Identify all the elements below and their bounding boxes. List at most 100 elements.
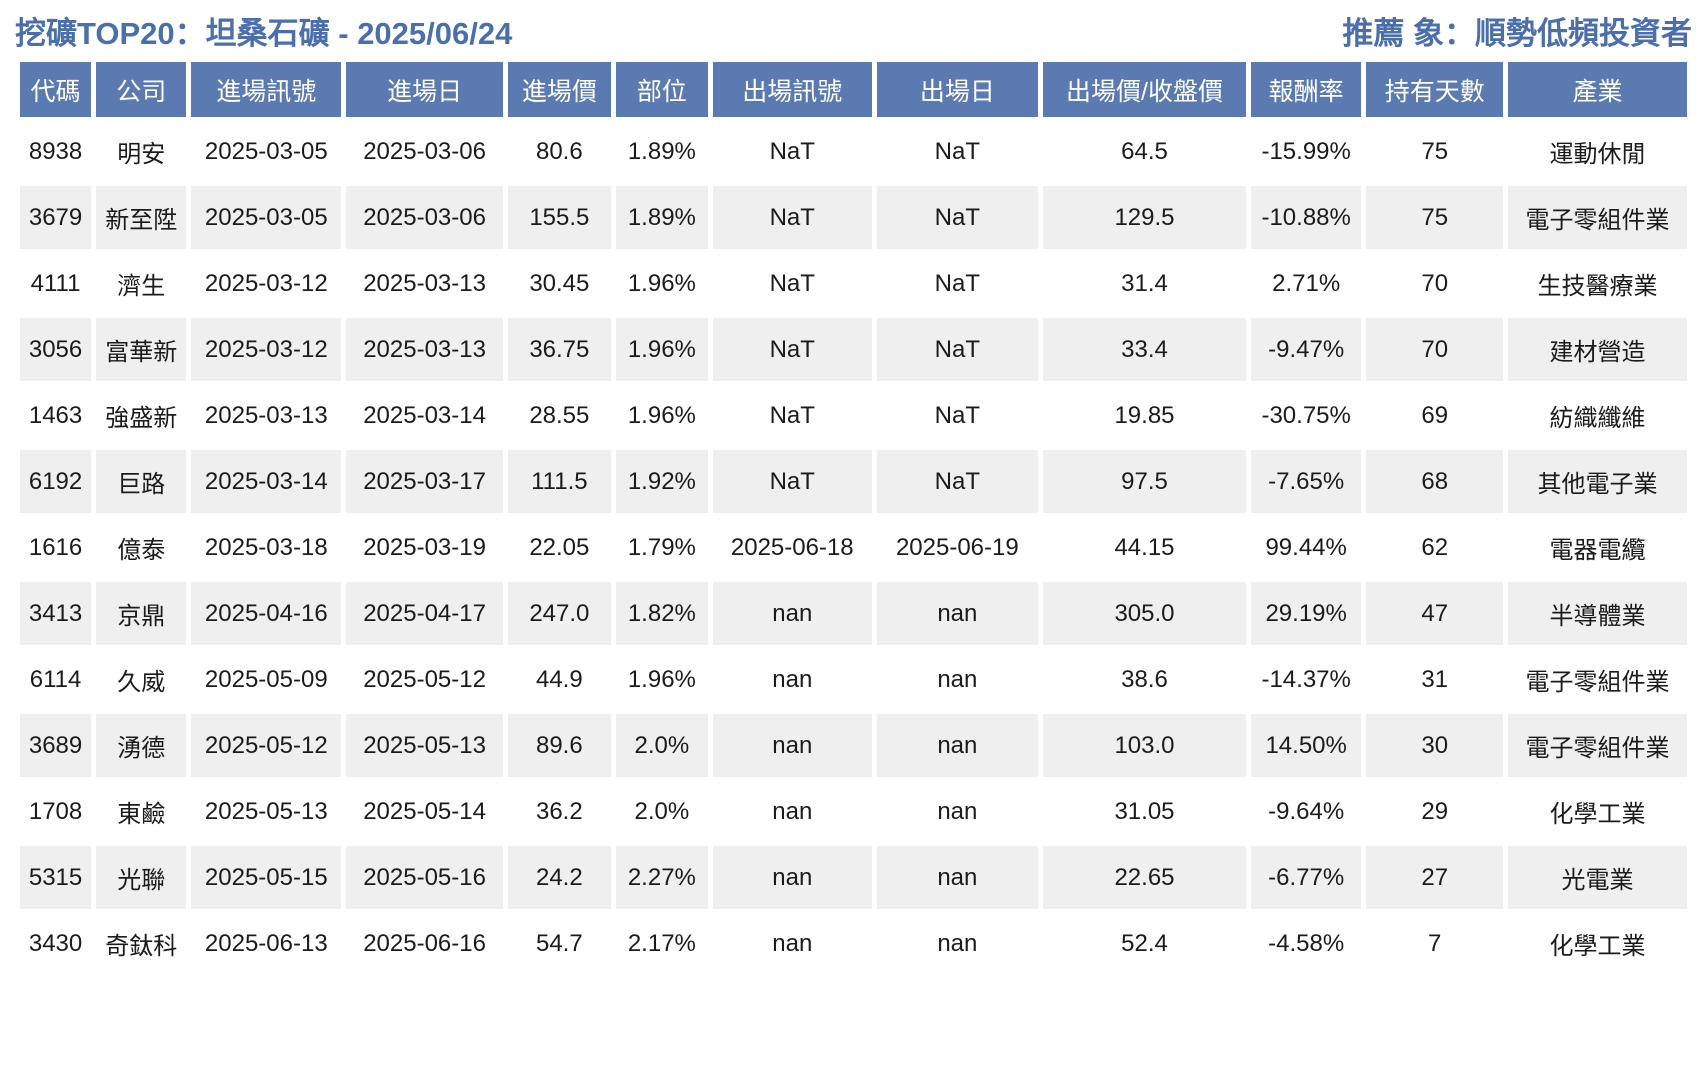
table-cell: 億泰 [96, 516, 187, 579]
table-cell: 155.5 [507, 186, 611, 249]
table-row: 1616 億泰 2025-03-18 2025-03-19 22.05 1.79% 2025… [20, 516, 1687, 579]
table-cell: 電子零組件業 [1507, 186, 1687, 249]
table-cell: 44.9 [507, 648, 611, 711]
table-cell: 2.17% [615, 912, 708, 975]
table-cell: 2025-03-12 [191, 252, 342, 315]
table-cell: 36.75 [507, 318, 611, 381]
table-row: 3679 新至陞 2025-03-05 2025-03-06 155.5 1.89% NaT… [20, 186, 1687, 249]
table-cell: 29.19% [1250, 582, 1362, 645]
table-cell: 京鼎 [96, 582, 187, 645]
column-header: 代碼 [20, 62, 92, 117]
table-cell: 99.44% [1250, 516, 1362, 579]
table-cell: 2025-03-17 [346, 450, 503, 513]
table-cell: nan [876, 846, 1039, 909]
table-cell: 東鹼 [96, 780, 187, 843]
table-cell: 2025-06-18 [712, 516, 872, 579]
table-cell: -6.77% [1250, 846, 1362, 909]
table-cell: 1.96% [615, 384, 708, 447]
table-cell: 68 [1366, 450, 1503, 513]
table-cell: 2025-05-14 [346, 780, 503, 843]
table-cell: 2025-03-05 [191, 120, 342, 183]
table-header-row: 代碼 公司 進場訊號 進場日 進場價 部位 出場訊號 出場日 出場價/收盤價 報酬率 持有天數 產業 [20, 62, 1687, 117]
table-cell: 1.89% [615, 120, 708, 183]
table-cell: NaT [712, 318, 872, 381]
table-cell: NaT [712, 120, 872, 183]
column-header: 報酬率 [1250, 62, 1362, 117]
table-cell: 6192 [20, 450, 92, 513]
table-cell: -4.58% [1250, 912, 1362, 975]
table-cell: 1.79% [615, 516, 708, 579]
table-cell: 1.96% [615, 648, 708, 711]
table-cell: 半導體業 [1507, 582, 1687, 645]
table-cell: 其他電子業 [1507, 450, 1687, 513]
table-cell: 2025-04-17 [346, 582, 503, 645]
table-cell: 2025-03-19 [346, 516, 503, 579]
recommendation-label: 推薦 象：順勢低頻投資者 [1342, 16, 1692, 51]
column-header: 出場日 [876, 62, 1039, 117]
table-row: 6114 久威 2025-05-09 2025-05-12 44.9 1.96% nan na… [20, 648, 1687, 711]
table-cell: 36.2 [507, 780, 611, 843]
table-cell: NaT [876, 120, 1039, 183]
table-cell: 2025-03-13 [346, 252, 503, 315]
table-cell: 31 [1366, 648, 1503, 711]
table-cell: 2025-05-15 [191, 846, 342, 909]
table-cell: 2025-03-14 [191, 450, 342, 513]
table-cell: 電子零組件業 [1507, 648, 1687, 711]
table-cell: -15.99% [1250, 120, 1362, 183]
table-cell: NaT [712, 384, 872, 447]
table-cell: 紡織纖維 [1507, 384, 1687, 447]
column-header: 持有天數 [1366, 62, 1503, 117]
table-cell: 濟生 [96, 252, 187, 315]
table-cell: 5315 [20, 846, 92, 909]
column-header: 出場價/收盤價 [1043, 62, 1246, 117]
table-cell: -7.65% [1250, 450, 1362, 513]
table-cell: 89.6 [507, 714, 611, 777]
table-row: 1463 強盛新 2025-03-13 2025-03-14 28.55 1.96% NaT… [20, 384, 1687, 447]
column-header: 部位 [615, 62, 708, 117]
table-cell: 31.4 [1043, 252, 1246, 315]
table-cell: NaT [876, 318, 1039, 381]
table-cell: 2025-06-16 [346, 912, 503, 975]
table-cell: 2025-03-05 [191, 186, 342, 249]
column-header: 公司 [96, 62, 187, 117]
table-cell: nan [876, 648, 1039, 711]
table-cell: 2025-03-13 [191, 384, 342, 447]
table-row: 3689 湧德 2025-05-12 2025-05-13 89.6 2.0% nan nan… [20, 714, 1687, 777]
table-cell: 2.0% [615, 780, 708, 843]
table-cell: 28.55 [507, 384, 611, 447]
table-cell: 1.89% [615, 186, 708, 249]
table-cell: 光電業 [1507, 846, 1687, 909]
table-cell: 52.4 [1043, 912, 1246, 975]
table-cell: -9.47% [1250, 318, 1362, 381]
table-cell: 62 [1366, 516, 1503, 579]
table-cell: 7 [1366, 912, 1503, 975]
table-cell: 2.71% [1250, 252, 1362, 315]
table-cell: 2025-05-13 [191, 780, 342, 843]
table-cell: 光聯 [96, 846, 187, 909]
table-cell: NaT [712, 252, 872, 315]
table-cell: 久威 [96, 648, 187, 711]
table-cell: 2.27% [615, 846, 708, 909]
table-cell: 2025-06-19 [876, 516, 1039, 579]
table-row: 3056 富華新 2025-03-12 2025-03-13 36.75 1.96% NaT… [20, 318, 1687, 381]
table-cell: 湧德 [96, 714, 187, 777]
table-cell: nan [876, 780, 1039, 843]
table-cell: 2025-03-13 [346, 318, 503, 381]
column-header: 進場價 [507, 62, 611, 117]
table-cell: 2025-03-06 [346, 186, 503, 249]
table-cell: 75 [1366, 120, 1503, 183]
table-cell: -10.88% [1250, 186, 1362, 249]
table-cell: 2025-06-13 [191, 912, 342, 975]
table-body: 8938 明安 2025-03-05 2025-03-06 80.6 1.89% NaT Na… [20, 120, 1687, 975]
table-cell: NaT [712, 450, 872, 513]
table-cell: 33.4 [1043, 318, 1246, 381]
table-cell: 奇鈦科 [96, 912, 187, 975]
table-cell: 2025-04-16 [191, 582, 342, 645]
table-cell: 3056 [20, 318, 92, 381]
table-cell: 2.0% [615, 714, 708, 777]
table-cell: 1463 [20, 384, 92, 447]
table-cell: 6114 [20, 648, 92, 711]
table-cell: 1616 [20, 516, 92, 579]
table-cell: nan [712, 780, 872, 843]
table-cell: nan [712, 582, 872, 645]
